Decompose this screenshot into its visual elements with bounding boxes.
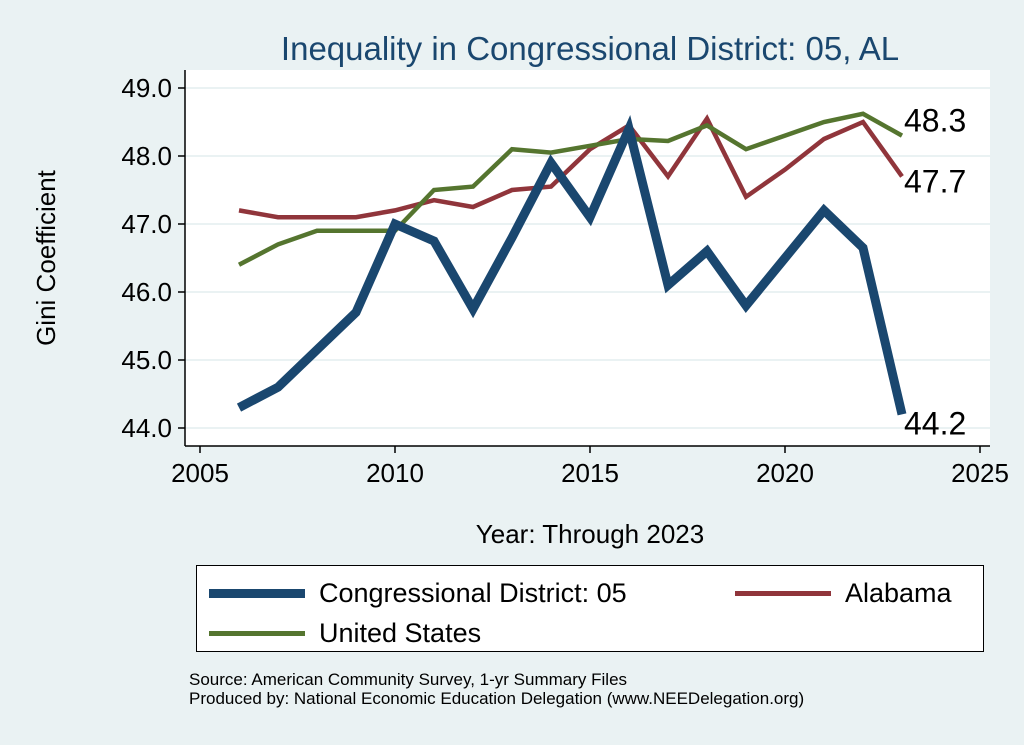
x-tick-label: 2010 bbox=[366, 458, 424, 488]
legend: Congressional District: 05 Alabama Unite… bbox=[196, 565, 984, 652]
y-tick-label: 49.0 bbox=[121, 73, 172, 103]
y-tick-label: 45.0 bbox=[121, 345, 172, 375]
series-line-district bbox=[236, 114, 907, 416]
legend-swatch-us bbox=[209, 631, 305, 636]
y-tick-label: 48.0 bbox=[121, 141, 172, 171]
end-label-district: 44.2 bbox=[904, 405, 966, 441]
legend-item-alabama: Alabama bbox=[735, 578, 952, 609]
legend-label-district: Congressional District: 05 bbox=[319, 578, 627, 608]
series-line-alabama bbox=[238, 114, 904, 220]
source-note: Source: American Community Survey, 1-yr … bbox=[189, 670, 804, 708]
series-lines bbox=[236, 111, 907, 416]
legend-swatch-alabama bbox=[735, 591, 831, 596]
plot-area bbox=[185, 70, 990, 446]
legend-swatch-district bbox=[209, 589, 305, 598]
x-tick-label: 2015 bbox=[561, 458, 619, 488]
axes: 44.0 45.0 46.0 47.0 48.0 49.0 2005 2010 2015 2020… bbox=[121, 70, 1009, 488]
y-tick-label: 47.0 bbox=[121, 209, 172, 239]
end-labels: 44.2 47.7 48.3 bbox=[904, 103, 966, 442]
y-tick-label: 44.0 bbox=[121, 413, 172, 443]
y-tick-label: 46.0 bbox=[121, 277, 172, 307]
legend-item-district: Congressional District: 05 bbox=[209, 578, 627, 609]
end-label-alabama: 47.7 bbox=[904, 163, 966, 199]
producer-line: Produced by: National Economic Education… bbox=[189, 689, 805, 708]
x-axis-title: Year: Through 2023 bbox=[476, 519, 704, 549]
source-line: Source: American Community Survey, 1-yr … bbox=[189, 670, 628, 689]
x-tick-label: 2005 bbox=[171, 458, 229, 488]
grid-lines bbox=[185, 87, 990, 429]
chart-title: Inequality in Congressional District: 05… bbox=[281, 30, 899, 67]
y-axis-title: Gini Coefficient bbox=[31, 169, 61, 346]
x-tick-label: 2025 bbox=[951, 458, 1009, 488]
end-label-us: 48.3 bbox=[904, 103, 966, 139]
legend-item-us: United States bbox=[209, 618, 481, 649]
x-tick-label: 2020 bbox=[756, 458, 814, 488]
legend-label-alabama: Alabama bbox=[845, 578, 952, 608]
series-line-us bbox=[237, 111, 904, 267]
legend-label-us: United States bbox=[319, 618, 482, 648]
line-chart: 44.0 45.0 46.0 47.0 48.0 49.0 2005 2010 2015 2020… bbox=[31, 30, 1009, 549]
